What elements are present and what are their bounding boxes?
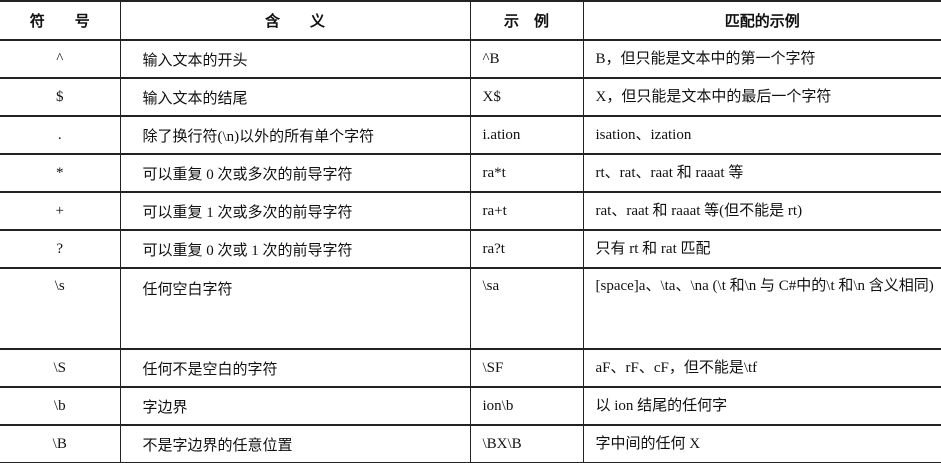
symbol-cell: \S	[0, 348, 121, 388]
match-cell: isation、ization	[582, 115, 941, 155]
match-cell: rat、raat 和 raaat 等(但不能是 rt)	[582, 191, 941, 231]
symbol-cell: +	[0, 191, 121, 231]
example-cell: ra*t	[469, 153, 584, 193]
meaning-cell: 任何空白字符	[119, 267, 471, 350]
match-cell: [space]a、\ta、\na (\t 和\n 与 C#中的\t 和\n 含义…	[582, 267, 941, 350]
example-cell: \sa	[469, 267, 584, 350]
match-cell: B，但只能是文本中的第一个字符	[582, 39, 941, 79]
symbol-cell: ?	[0, 229, 121, 269]
meaning-cell: 任何不是空白的字符	[119, 348, 471, 388]
symbol-cell: $	[0, 77, 121, 117]
table-row: \b 字边界 ion\b 以 ion 结尾的任何字	[0, 386, 941, 426]
example-cell: ^B	[469, 39, 584, 79]
example-cell: ra?t	[469, 229, 584, 269]
match-cell: 字中间的任何 X	[582, 424, 941, 463]
symbol-cell: *	[0, 153, 121, 193]
table-row: \S 任何不是空白的字符 \SF aF、rF、cF，但不能是\tf	[0, 348, 941, 388]
table-row: . 除了换行符(\n)以外的所有单个字符 i.ation isation、izatio…	[0, 115, 941, 155]
header-row: 符 号 含 义 示 例 匹配的示例	[0, 0, 941, 41]
meaning-cell: 可以重复 1 次或多次的前导字符	[119, 191, 471, 231]
header-match: 匹配的示例	[582, 0, 941, 41]
meaning-cell: 可以重复 0 次或 1 次的前导字符	[119, 229, 471, 269]
table-row: ^ 输入文本的开头 ^B B，但只能是文本中的第一个字符	[0, 39, 941, 79]
example-cell: ion\b	[469, 386, 584, 426]
symbol-cell: \b	[0, 386, 121, 426]
table-row: ? 可以重复 0 次或 1 次的前导字符 ra?t 只有 rt 和 rat 匹配	[0, 229, 941, 269]
example-cell: X$	[469, 77, 584, 117]
example-cell: \SF	[469, 348, 584, 388]
header-symbol: 符 号	[0, 0, 121, 41]
header-example: 示 例	[469, 0, 584, 41]
match-cell: 以 ion 结尾的任何字	[582, 386, 941, 426]
table-row: \B 不是字边界的任意位置 \BX\B 字中间的任何 X	[0, 424, 941, 463]
meaning-cell: 输入文本的开头	[119, 39, 471, 79]
symbol-cell: \B	[0, 424, 121, 463]
meaning-cell: 除了换行符(\n)以外的所有单个字符	[119, 115, 471, 155]
example-cell: \BX\B	[469, 424, 584, 463]
symbol-cell: ^	[0, 39, 121, 79]
symbol-cell: .	[0, 115, 121, 155]
meaning-cell: 输入文本的结尾	[119, 77, 471, 117]
match-cell: 只有 rt 和 rat 匹配	[582, 229, 941, 269]
table-row: + 可以重复 1 次或多次的前导字符 ra+t rat、raat 和 raaat 等(…	[0, 191, 941, 231]
match-cell: X，但只能是文本中的最后一个字符	[582, 77, 941, 117]
match-cell: rt、rat、raat 和 raaat 等	[582, 153, 941, 193]
symbol-cell: \s	[0, 267, 121, 350]
meaning-cell: 可以重复 0 次或多次的前导字符	[119, 153, 471, 193]
table-row: $ 输入文本的结尾 X$ X，但只能是文本中的最后一个字符	[0, 77, 941, 117]
table-row: * 可以重复 0 次或多次的前导字符 ra*t rt、rat、raat 和 raaat…	[0, 153, 941, 193]
meaning-cell: 不是字边界的任意位置	[119, 424, 471, 463]
example-cell: ra+t	[469, 191, 584, 231]
header-meaning: 含 义	[119, 0, 471, 41]
match-cell: aF、rF、cF，但不能是\tf	[582, 348, 941, 388]
example-cell: i.ation	[469, 115, 584, 155]
table-row: \s 任何空白字符 \sa [space]a、\ta、\na (\t 和\n 与 C#…	[0, 267, 941, 350]
meaning-cell: 字边界	[119, 386, 471, 426]
